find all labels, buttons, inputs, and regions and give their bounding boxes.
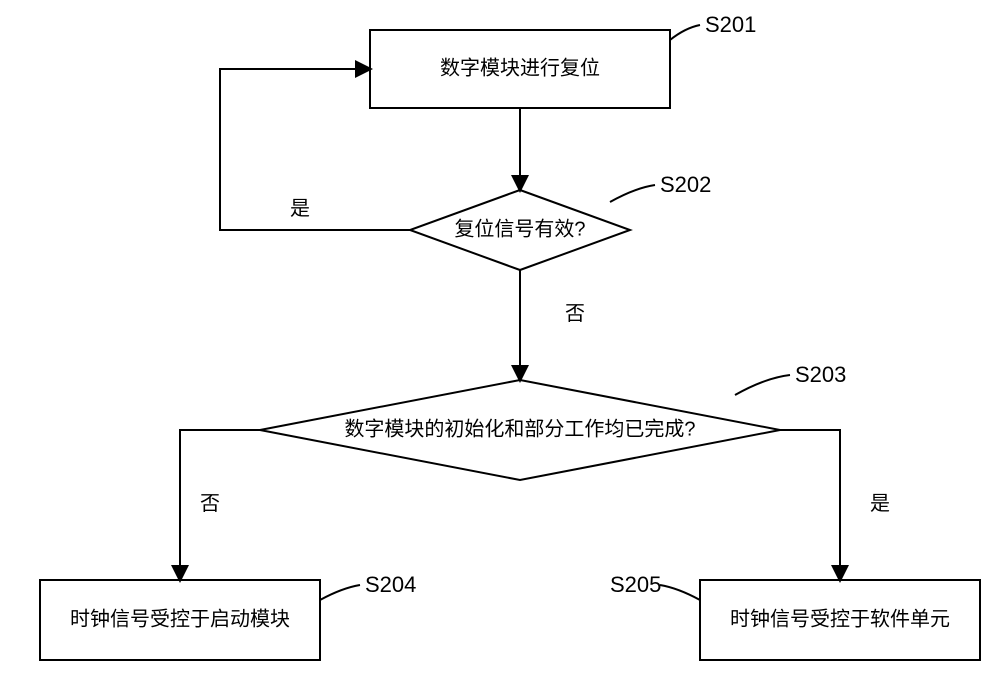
tag-s201: S201 [705, 12, 756, 37]
node-s203: 数字模块的初始化和部分工作均已完成? [260, 380, 780, 480]
node-s204-text: 时钟信号受控于启动模块 [70, 607, 290, 630]
node-s201: 数字模块进行复位 [370, 30, 670, 108]
leader-s203 [735, 375, 790, 395]
node-s203-text: 数字模块的初始化和部分工作均已完成? [344, 417, 695, 440]
node-s205: 时钟信号受控于软件单元 [700, 580, 980, 660]
edge-s203-s205-label: 是 [870, 493, 890, 515]
flowchart-canvas: 数字模块进行复位 复位信号有效? 数字模块的初始化和部分工作均已完成? 时钟信号… [0, 0, 1000, 688]
tag-s204: S204 [365, 572, 416, 597]
tag-s203: S203 [795, 362, 846, 387]
node-s202-text: 复位信号有效? [454, 217, 585, 240]
leader-s205 [660, 585, 700, 600]
node-s204: 时钟信号受控于启动模块 [40, 580, 320, 660]
edge-s202-s201-label: 是 [290, 198, 310, 220]
edge-s203-s205 [780, 430, 840, 580]
edge-s203-s204-label: 否 [200, 493, 220, 515]
edge-s202-s203-label: 否 [565, 303, 585, 325]
node-s205-text: 时钟信号受控于软件单元 [730, 607, 950, 630]
leader-s202 [610, 185, 655, 202]
tag-s205: S205 [610, 572, 661, 597]
leader-s201 [670, 25, 700, 40]
leader-s204 [320, 585, 360, 600]
node-s201-text: 数字模块进行复位 [440, 56, 600, 79]
edge-s203-s204 [180, 430, 260, 580]
node-s202: 复位信号有效? [410, 190, 630, 270]
tag-s202: S202 [660, 172, 711, 197]
